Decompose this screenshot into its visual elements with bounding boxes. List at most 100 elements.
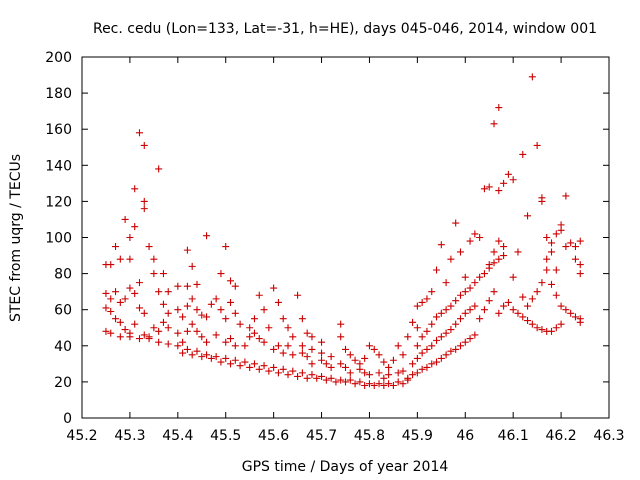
data-point <box>346 351 354 359</box>
data-point <box>135 335 143 343</box>
data-point <box>380 374 388 382</box>
data-point <box>102 304 110 312</box>
data-point <box>456 248 464 256</box>
data-point <box>409 318 417 326</box>
data-point <box>524 302 532 310</box>
data-point <box>274 342 282 350</box>
x-tick-label: 46.2 <box>546 428 577 444</box>
data-point <box>418 365 426 373</box>
data-point <box>131 185 139 193</box>
data-point <box>394 378 402 386</box>
data-point <box>274 298 282 306</box>
data-point <box>188 351 196 359</box>
data-point <box>418 349 426 357</box>
data-point <box>265 324 273 332</box>
data-point <box>409 371 417 379</box>
data-point <box>342 378 349 386</box>
data-point <box>135 304 143 312</box>
data-point <box>337 320 345 328</box>
data-point <box>270 345 278 353</box>
x-tick-label: 46.1 <box>498 428 529 444</box>
data-point <box>227 277 235 285</box>
data-point <box>433 313 441 321</box>
data-point <box>222 315 230 323</box>
data-point <box>265 367 273 375</box>
data-point <box>471 331 479 339</box>
data-point <box>327 374 335 382</box>
x-axis-label: GPS time / Days of year 2014 <box>242 459 449 475</box>
data-point <box>318 338 326 346</box>
data-point <box>126 284 134 292</box>
data-point <box>227 335 235 343</box>
data-point <box>543 255 551 263</box>
data-point <box>327 363 335 371</box>
data-point <box>337 333 345 341</box>
data-point <box>528 73 536 81</box>
data-point <box>433 336 441 344</box>
data-point <box>514 248 522 256</box>
data-point <box>164 309 172 317</box>
data-point <box>413 354 421 362</box>
data-point <box>145 335 153 343</box>
y-tick-label: 200 <box>45 50 72 66</box>
data-point <box>112 315 120 323</box>
data-point <box>198 333 206 341</box>
data-point <box>150 270 158 278</box>
data-point <box>562 192 570 200</box>
data-point <box>509 176 517 184</box>
data-point <box>375 380 383 388</box>
data-point <box>552 230 560 238</box>
data-point <box>428 288 436 296</box>
data-point <box>495 104 503 112</box>
data-point <box>375 369 383 377</box>
data-point <box>255 335 263 343</box>
data-point <box>140 331 148 339</box>
data-point <box>504 170 512 178</box>
data-point <box>452 320 460 328</box>
data-point <box>370 345 378 353</box>
data-point <box>174 306 182 314</box>
data-point <box>452 219 460 227</box>
data-point <box>557 320 565 328</box>
data-point <box>131 223 139 231</box>
data-point <box>222 354 230 362</box>
data-point <box>193 306 201 314</box>
data-point <box>135 129 143 137</box>
data-point <box>509 306 517 314</box>
data-point <box>552 324 560 332</box>
data-point <box>413 369 421 377</box>
data-point <box>313 374 321 382</box>
data-point <box>250 360 258 368</box>
data-point <box>447 347 455 355</box>
data-point <box>188 320 196 328</box>
data-point <box>365 371 373 379</box>
data-point <box>236 320 244 328</box>
data-point <box>107 295 115 303</box>
x-tick-label: 45.5 <box>210 428 241 444</box>
axes: 45.2 45.3 45.4 45.5 45.6 45.7 45.8 45.9 46 46.1 46… <box>45 50 624 444</box>
data-point <box>519 293 527 301</box>
data-point <box>116 255 124 263</box>
x-tick-label: 45.7 <box>306 428 337 444</box>
data-point <box>351 356 359 364</box>
data-point <box>361 382 369 390</box>
data-point <box>188 295 196 303</box>
data-point <box>279 365 287 373</box>
data-point <box>327 353 335 361</box>
data-point <box>217 306 225 314</box>
data-point <box>567 239 575 247</box>
data-point <box>107 261 115 269</box>
data-point <box>294 372 302 380</box>
data-point <box>557 302 565 310</box>
data-point <box>270 363 278 371</box>
data-point <box>385 380 393 388</box>
data-point <box>337 376 345 384</box>
data-point <box>567 309 575 317</box>
y-tick-label: 80 <box>54 267 72 283</box>
data-point <box>385 363 393 371</box>
data-point <box>471 302 479 310</box>
data-point <box>356 378 364 386</box>
x-tick-label: 45.2 <box>66 428 97 444</box>
data-point <box>538 194 546 202</box>
data-point <box>298 342 306 350</box>
